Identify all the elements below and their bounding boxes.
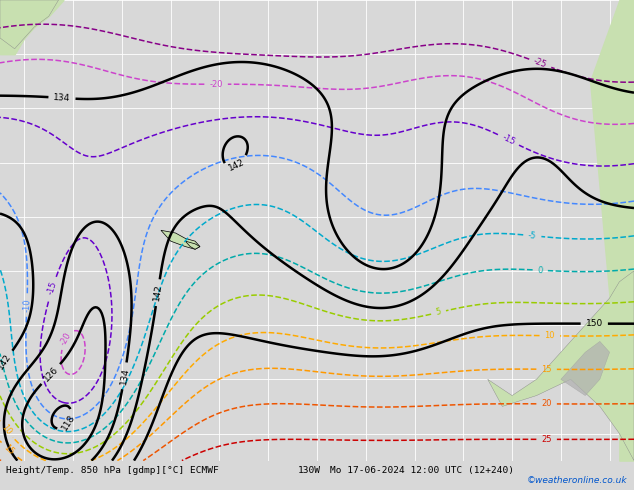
Text: 5: 5: [435, 308, 442, 318]
Text: -25: -25: [533, 57, 548, 70]
Text: -10: -10: [22, 298, 32, 312]
Text: 10: 10: [545, 331, 555, 341]
Polygon shape: [161, 230, 200, 249]
Text: 15: 15: [2, 443, 16, 457]
Text: 20: 20: [541, 399, 552, 408]
Text: -15: -15: [46, 280, 59, 296]
Text: Mo 17-06-2024 12:00 UTC (12+240): Mo 17-06-2024 12:00 UTC (12+240): [330, 466, 514, 475]
Text: 0: 0: [538, 266, 543, 275]
Text: -20: -20: [209, 80, 223, 89]
Text: 134: 134: [53, 93, 71, 103]
Text: 142: 142: [227, 157, 247, 172]
Text: -15: -15: [500, 133, 517, 147]
Text: Height/Temp. 850 hPa [gdmp][°C] ECMWF: Height/Temp. 850 hPa [gdmp][°C] ECMWF: [6, 466, 219, 475]
Text: -20: -20: [59, 331, 74, 347]
Polygon shape: [0, 0, 58, 49]
Text: 118: 118: [60, 413, 77, 432]
Text: 130W: 130W: [298, 466, 321, 475]
Text: 142: 142: [152, 284, 164, 302]
Text: -5: -5: [527, 231, 537, 241]
Text: 10: 10: [0, 423, 13, 437]
Polygon shape: [561, 342, 610, 395]
Text: 150: 150: [586, 319, 603, 328]
Text: 142: 142: [0, 352, 13, 371]
Text: 134: 134: [119, 367, 131, 385]
Text: 126: 126: [42, 365, 60, 383]
Text: ©weatheronline.co.uk: ©weatheronline.co.uk: [527, 476, 628, 485]
Polygon shape: [488, 271, 634, 461]
Text: 15: 15: [541, 365, 552, 374]
Text: 25: 25: [541, 435, 552, 444]
Polygon shape: [185, 241, 200, 249]
